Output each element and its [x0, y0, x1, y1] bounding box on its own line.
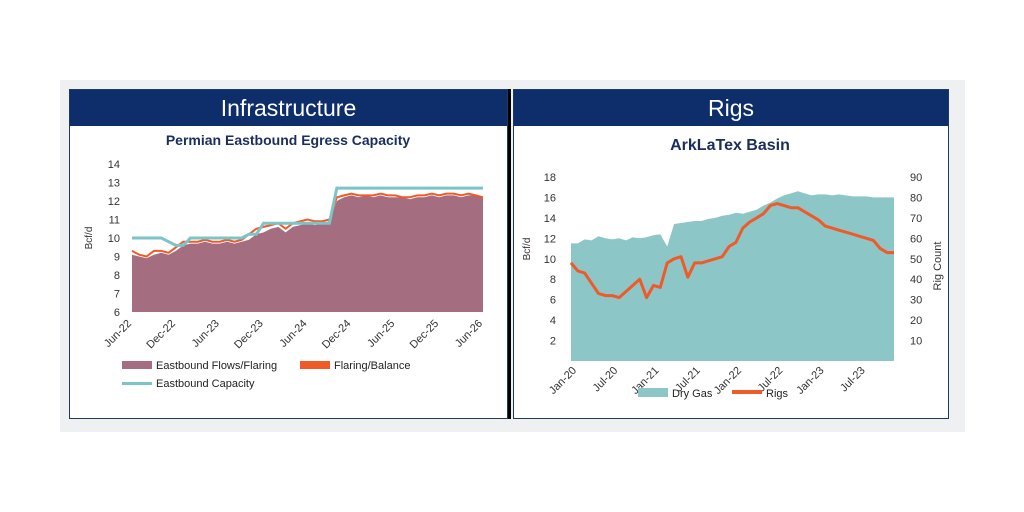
y-tick-label: 2 [550, 336, 556, 348]
infrastructure-panel: Infrastructure Permian Eastbound Egress … [69, 89, 508, 419]
y2-tick-label: 10 [910, 336, 922, 348]
series-line-flaring-balance [131, 192, 484, 258]
legend-swatch-2 [122, 382, 152, 385]
rigs-panel: Rigs ArkLaTex Basin 2 4 6 8 10 12 14 16 18 Bcf/d 10… [513, 89, 949, 419]
y-tick-label: 12 [544, 233, 556, 245]
y-tick-label: 12 [108, 196, 120, 208]
y2-tick-label: 30 [910, 295, 922, 307]
x-tick-label: Jul-20 [591, 365, 621, 395]
y-tick-label: 11 [109, 215, 120, 227]
x-tick-label: Jun-24 [277, 318, 309, 350]
panel-divider [508, 89, 511, 419]
legend-label-1: Flaring/Balance [334, 360, 410, 372]
y-tick-label: 8 [114, 270, 120, 282]
legend-label-0: Eastbound Flows/Flaring [156, 360, 277, 372]
y2-tick-label: 70 [910, 213, 922, 225]
legend-label-2: Eastbound Capacity [156, 378, 255, 390]
x-tick-label: Dec-22 [144, 318, 178, 352]
y-tick-label: 6 [550, 295, 556, 307]
legend-swatch-1 [732, 390, 762, 394]
y2-tick-label: 90 [910, 172, 922, 184]
y2-tick-label: 40 [910, 274, 922, 286]
y-tick-label: 18 [544, 172, 556, 184]
chart-title: ArkLaTex Basin [670, 137, 790, 154]
y-tick-label: 6 [114, 307, 120, 319]
y-tick-label: 10 [108, 233, 120, 245]
x-tick-label: Dec-24 [320, 318, 354, 352]
series-area-eastbound-flows [132, 195, 483, 312]
legend-label-1: Rigs [766, 388, 789, 400]
y-tick-label: 13 [108, 178, 120, 190]
x-tick-label: Jun-22 [102, 318, 134, 350]
rigs-banner: Rigs [514, 90, 948, 126]
y-tick-label: 10 [544, 254, 556, 266]
x-tick-label: Jan-20 [547, 365, 579, 397]
y-tick-label: 14 [544, 213, 556, 225]
y2-tick-label: 50 [910, 254, 922, 266]
x-tick-label: Dec-23 [232, 318, 266, 352]
series-area-dry-gas [571, 191, 894, 361]
y-tick-label: 7 [114, 289, 120, 301]
y2-axis-label: Rig Count [932, 242, 944, 291]
legend-swatch-1 [300, 361, 330, 369]
y-tick-label: 8 [550, 274, 556, 286]
y2-tick-label: 60 [910, 233, 922, 245]
egress-capacity-chart: Permian Eastbound Egress Capacity 6 7 8 9 10 1… [84, 132, 485, 390]
legend-swatch-0 [122, 361, 152, 369]
arklatex-basin-chart: ArkLaTex Basin 2 4 6 8 10 12 14 16 18 Bcf/d 10 20 30 4… [522, 137, 944, 400]
y-tick-label: 9 [114, 252, 120, 264]
x-tick-label: Jan-23 [794, 365, 826, 397]
y2-tick-label: 20 [910, 315, 922, 327]
y-axis-label: Bcf/d [522, 238, 533, 261]
legend-swatch-0 [638, 388, 668, 397]
y-tick-label: 14 [108, 159, 120, 171]
x-tick-label: Jun-25 [365, 318, 397, 350]
y-tick-label: 4 [550, 315, 556, 327]
series-line-eastbound-capacity [132, 186, 483, 247]
y-tick-label: 16 [544, 192, 556, 204]
chart-title: Permian Eastbound Egress Capacity [166, 132, 411, 148]
y-axis-label: Bcf/d [84, 227, 95, 250]
infrastructure-banner: Infrastructure [70, 90, 507, 126]
x-tick-label: Dec-25 [408, 318, 442, 352]
series-line-rigs [569, 202, 894, 300]
legend-label-0: Dry Gas [672, 388, 713, 400]
x-tick-label: Jun-23 [190, 318, 222, 350]
x-tick-label: Jun-26 [453, 318, 485, 350]
y2-tick-label: 80 [910, 192, 922, 204]
x-tick-label: Jul-23 [838, 365, 868, 395]
